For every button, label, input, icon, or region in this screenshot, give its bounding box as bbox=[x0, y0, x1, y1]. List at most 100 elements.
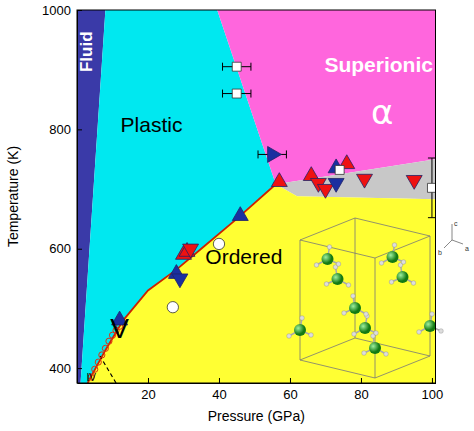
error-cap bbox=[258, 150, 259, 158]
tick-mark bbox=[290, 378, 291, 383]
inset-edge bbox=[430, 236, 431, 356]
error-cap bbox=[222, 90, 223, 98]
inset-atom bbox=[359, 322, 371, 334]
plot-frame bbox=[77, 10, 436, 383]
inset-hydrogen bbox=[287, 334, 292, 339]
inset-hydrogen bbox=[342, 311, 347, 316]
data-point bbox=[99, 352, 105, 358]
inset-edge bbox=[375, 236, 430, 258]
inset-edge bbox=[355, 218, 430, 236]
tick-label: 1000 bbox=[42, 3, 71, 18]
tick-label: 20 bbox=[141, 387, 155, 402]
inset-edge bbox=[300, 218, 355, 240]
data-point bbox=[427, 183, 435, 192]
tick-label: 600 bbox=[49, 241, 71, 256]
tick: 600 bbox=[49, 241, 82, 256]
data-point bbox=[183, 244, 199, 258]
inset-edge bbox=[375, 356, 430, 378]
inset-axis bbox=[452, 240, 463, 244]
tick-label: 60 bbox=[283, 387, 297, 402]
inset-hydrogen bbox=[392, 243, 397, 248]
y-axis-title: Temperature (K) bbox=[5, 146, 21, 247]
inset-hydrogen bbox=[439, 329, 444, 334]
data-point bbox=[335, 165, 344, 174]
inset-hydrogen bbox=[352, 332, 357, 337]
inset-hydrogen bbox=[389, 280, 394, 285]
tick-mark bbox=[219, 378, 220, 383]
error-cap bbox=[222, 63, 223, 71]
phase-region bbox=[88, 184, 436, 383]
inset-hydrogen bbox=[384, 352, 389, 357]
data-point bbox=[406, 175, 422, 189]
inset-edge bbox=[375, 258, 376, 378]
inset-edge bbox=[300, 240, 375, 258]
data-point bbox=[172, 274, 188, 288]
data-point bbox=[232, 207, 248, 221]
inset-atom bbox=[387, 251, 399, 263]
inset-edge bbox=[300, 240, 301, 360]
tick: 1000 bbox=[42, 3, 82, 18]
data-point bbox=[317, 184, 333, 198]
region-label: V bbox=[110, 313, 129, 344]
tick: 800 bbox=[49, 122, 82, 137]
region-label: Plastic bbox=[121, 113, 183, 136]
tick-mark bbox=[77, 368, 82, 369]
inset-atom bbox=[322, 253, 334, 265]
region-label: Fluid bbox=[77, 31, 96, 72]
inset-atom bbox=[294, 324, 306, 336]
inset-hydrogen bbox=[417, 330, 422, 335]
phase-region bbox=[276, 159, 436, 199]
inset-hydrogen bbox=[314, 263, 319, 268]
inset-axis-label: a bbox=[465, 245, 469, 252]
x-axis: 20 40 60 80 100 bbox=[78, 378, 444, 402]
tick-label: 400 bbox=[49, 361, 71, 376]
inset-axis bbox=[452, 224, 453, 240]
inset-atom bbox=[397, 271, 409, 283]
data-point bbox=[328, 178, 344, 192]
tick-label: 80 bbox=[354, 387, 368, 402]
data-point bbox=[232, 89, 241, 98]
tick: 40 bbox=[212, 378, 226, 402]
error-cap bbox=[250, 63, 251, 71]
region-label: Superionic bbox=[324, 53, 433, 76]
inset-atom bbox=[332, 273, 344, 285]
x-axis-title: Pressure (GPa) bbox=[208, 408, 305, 424]
inset-hydrogen bbox=[309, 333, 314, 338]
inset-atom bbox=[369, 342, 381, 354]
region-label: α bbox=[371, 92, 393, 132]
tick-mark bbox=[361, 378, 362, 383]
inset-structure: c a b bbox=[287, 218, 469, 378]
inset-hydrogen bbox=[324, 282, 329, 287]
inset-hydrogen bbox=[364, 312, 369, 317]
tick: 60 bbox=[283, 378, 297, 402]
error-cap bbox=[286, 150, 287, 158]
inset-hydrogen bbox=[362, 351, 367, 356]
tick-label: 100 bbox=[422, 387, 444, 402]
inset-hydrogen bbox=[411, 281, 416, 286]
inset-hydrogen bbox=[346, 283, 351, 288]
tick: 80 bbox=[354, 378, 368, 402]
tick-mark bbox=[77, 129, 82, 130]
tick: 20 bbox=[141, 378, 155, 402]
boundary-line bbox=[100, 356, 116, 383]
plot-area bbox=[77, 10, 436, 383]
data-point bbox=[232, 62, 241, 71]
inset-hydrogen bbox=[374, 331, 379, 336]
error-cap bbox=[250, 90, 251, 98]
tick-label: 40 bbox=[212, 387, 226, 402]
inset-axis-label: b bbox=[438, 249, 442, 256]
inset-axis bbox=[444, 240, 452, 248]
inset-edge bbox=[355, 338, 430, 356]
data-point bbox=[95, 359, 101, 365]
data-point bbox=[271, 173, 287, 187]
phase-region bbox=[217, 10, 435, 184]
tick-label: 800 bbox=[49, 122, 71, 137]
inset-atom bbox=[424, 320, 436, 332]
inset-hydrogen bbox=[379, 261, 384, 266]
inset-hydrogen bbox=[351, 294, 356, 299]
inset-axis-label: c bbox=[454, 220, 458, 227]
inset-hydrogen bbox=[327, 245, 332, 250]
data-point bbox=[102, 345, 108, 351]
inset-hydrogen bbox=[401, 260, 406, 265]
tick: 100 bbox=[422, 378, 444, 402]
